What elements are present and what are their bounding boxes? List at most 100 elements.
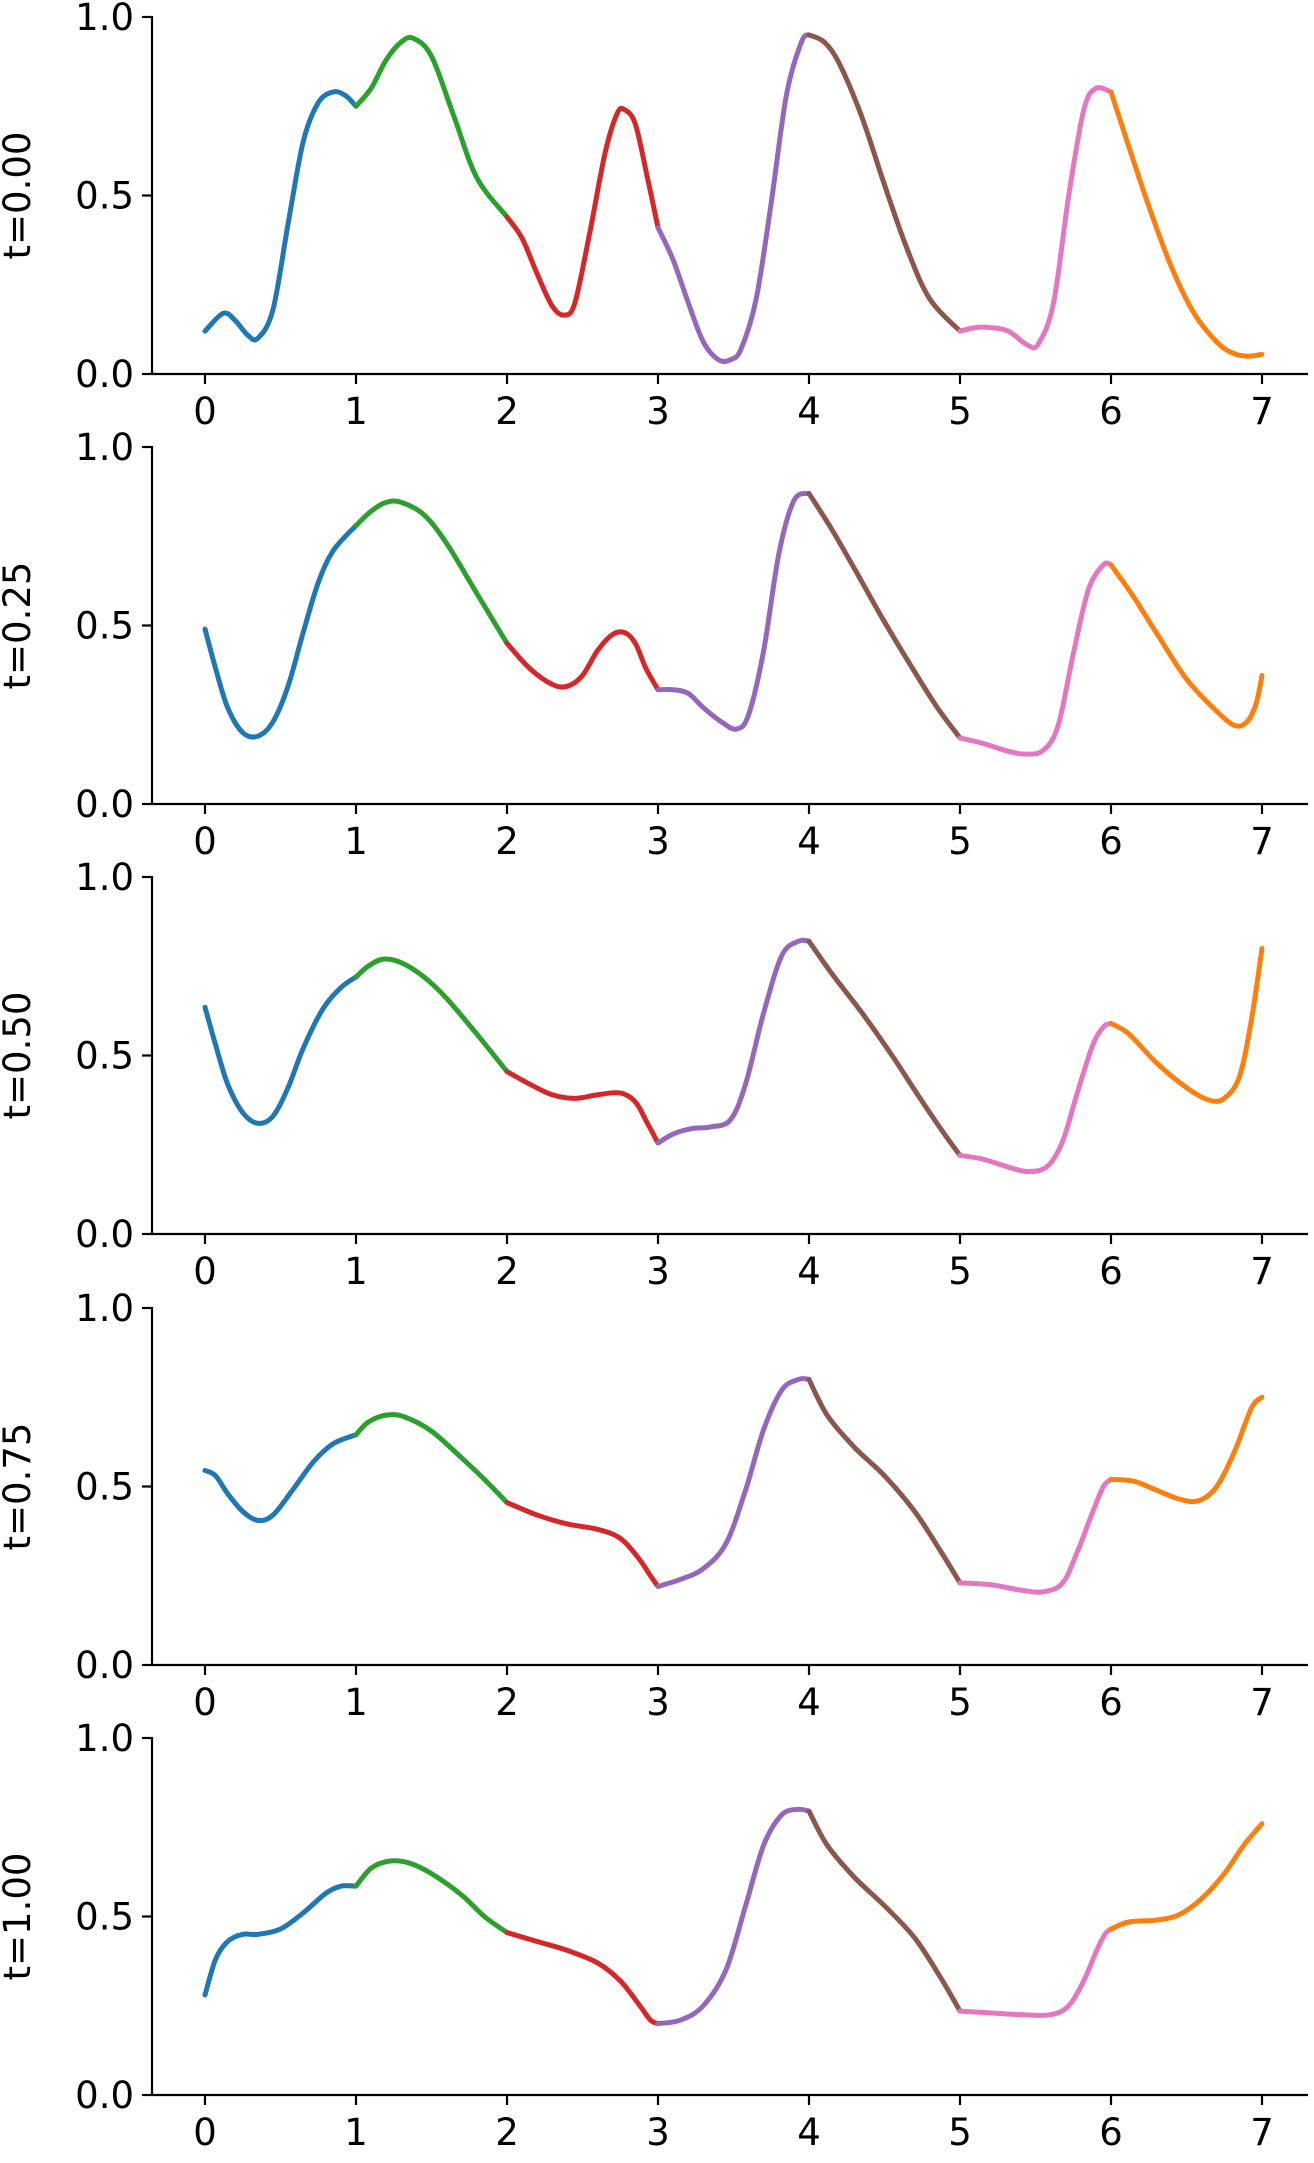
series-segment-1	[353, 498, 510, 646]
series-segment-2	[504, 629, 661, 693]
series-segment-6	[1108, 945, 1265, 1104]
series-segment-4	[806, 32, 963, 334]
y-tick-label: 0.0	[75, 783, 134, 826]
series-segment-2	[504, 1500, 661, 1589]
series-segment-1	[353, 1412, 510, 1506]
x-tick-label: 0	[193, 1681, 217, 1724]
series-segment-3	[655, 937, 812, 1146]
x-tick-label: 5	[948, 1250, 972, 1293]
x-tick-label: 3	[646, 390, 670, 433]
series-segment-2	[504, 1930, 661, 2027]
x-tick-label: 4	[797, 820, 821, 863]
x-tick-label: 7	[1250, 1250, 1274, 1293]
series-segment-4	[806, 1376, 963, 1586]
series-segment-0	[202, 523, 359, 740]
series-segment-4	[806, 1808, 963, 2014]
y-tick-label: 1.0	[75, 1717, 134, 1760]
y-tick-label: 0.5	[75, 1035, 134, 1078]
series-segment-6	[1108, 89, 1265, 359]
series-segment-0	[202, 1432, 359, 1524]
series-segment-5	[957, 85, 1114, 351]
x-tick-label: 2	[495, 1250, 519, 1293]
x-tick-label: 2	[495, 390, 519, 433]
series-segment-6	[1108, 1394, 1265, 1505]
y-axis-label: t=1.00	[0, 1853, 39, 1981]
x-tick-label: 7	[1250, 820, 1274, 863]
x-tick-label: 5	[948, 820, 972, 863]
x-tick-label: 3	[646, 1681, 670, 1724]
series-segment-3	[655, 1806, 812, 2027]
x-tick-label: 1	[344, 1681, 368, 1724]
x-tick-label: 6	[1099, 1250, 1123, 1293]
x-tick-label: 7	[1250, 2111, 1274, 2154]
series-segment-4	[806, 490, 963, 741]
series-segment-2	[504, 105, 661, 318]
y-tick-label: 0.0	[75, 2074, 134, 2117]
series-segment-5	[957, 1926, 1114, 2018]
x-tick-label: 5	[948, 1681, 972, 1724]
x-tick-label: 1	[344, 1250, 368, 1293]
x-tick-label: 4	[797, 390, 821, 433]
x-tick-label: 5	[948, 2111, 972, 2154]
x-tick-label: 6	[1099, 820, 1123, 863]
y-tick-label: 1.0	[75, 0, 134, 39]
series-segment-1	[353, 956, 510, 1075]
series-segment-1	[353, 1858, 510, 1936]
x-tick-label: 7	[1250, 390, 1274, 433]
x-tick-label: 1	[344, 2111, 368, 2154]
series-segment-6	[1108, 562, 1265, 729]
x-tick-label: 1	[344, 820, 368, 863]
series-segment-0	[202, 89, 359, 343]
x-tick-label: 0	[193, 2111, 217, 2154]
series-segment-0	[202, 1883, 359, 1998]
y-axis-label: t=0.25	[0, 562, 39, 690]
y-tick-label: 0.5	[75, 1896, 134, 1939]
series-segment-3	[655, 1376, 812, 1589]
x-tick-label: 6	[1099, 1681, 1123, 1724]
x-tick-label: 7	[1250, 1681, 1274, 1724]
x-tick-label: 3	[646, 1250, 670, 1293]
chart-panel-0: 0.0 0.5 1.0 0 1 2 3 4 5 6 7 t=0.00	[0, 0, 1308, 433]
y-axis-label: t=0.50	[0, 992, 39, 1120]
x-tick-label: 2	[495, 1681, 519, 1724]
x-tick-label: 4	[797, 1250, 821, 1293]
series-segment-5	[957, 560, 1114, 757]
x-tick-label: 1	[344, 390, 368, 433]
x-tick-label: 4	[797, 1681, 821, 1724]
chart-panel-2: 0.0 0.5 1.0 0 1 2 3 4 5 6 7 t=0.50	[0, 856, 1308, 1293]
series-segment-5	[957, 1020, 1114, 1175]
series-segment-2	[504, 1069, 661, 1146]
x-tick-label: 0	[193, 1250, 217, 1293]
y-tick-label: 0.5	[75, 1466, 134, 1509]
series-segment-0	[202, 974, 359, 1126]
x-tick-label: 6	[1099, 2111, 1123, 2154]
x-tick-label: 4	[797, 2111, 821, 2154]
x-tick-label: 3	[646, 2111, 670, 2154]
series-segment-1	[353, 34, 510, 220]
x-tick-label: 0	[193, 390, 217, 433]
y-tick-label: 0.0	[75, 353, 134, 396]
y-tick-label: 0.5	[75, 605, 134, 648]
y-tick-label: 1.0	[75, 426, 134, 469]
chart-panel-3: 0.0 0.5 1.0 0 1 2 3 4 5 6 7 t=0.75	[0, 1287, 1308, 1724]
x-tick-label: 2	[495, 2111, 519, 2154]
series-segment-6	[1108, 1821, 1265, 1932]
y-tick-label: 0.0	[75, 1213, 134, 1256]
series-segment-5	[957, 1476, 1114, 1595]
y-axis-label: t=0.75	[0, 1423, 39, 1551]
x-tick-label: 5	[948, 390, 972, 433]
chart-panel-4: 0.0 0.5 1.0 0 1 2 3 4 5 6 7 t=1.00	[0, 1717, 1308, 2154]
series-segment-3	[655, 32, 812, 365]
y-tick-label: 1.0	[75, 1287, 134, 1330]
y-tick-label: 1.0	[75, 856, 134, 899]
x-tick-label: 6	[1099, 390, 1123, 433]
y-tick-label: 0.5	[75, 175, 134, 218]
y-tick-label: 0.0	[75, 1644, 134, 1687]
x-tick-label: 2	[495, 820, 519, 863]
x-tick-label: 3	[646, 820, 670, 863]
series-segment-4	[806, 938, 963, 1158]
x-tick-label: 0	[193, 820, 217, 863]
series-segment-3	[655, 490, 812, 732]
chart-panel-1: 0.0 0.5 1.0 0 1 2 3 4 5 6 7 t=0.25	[0, 426, 1308, 863]
